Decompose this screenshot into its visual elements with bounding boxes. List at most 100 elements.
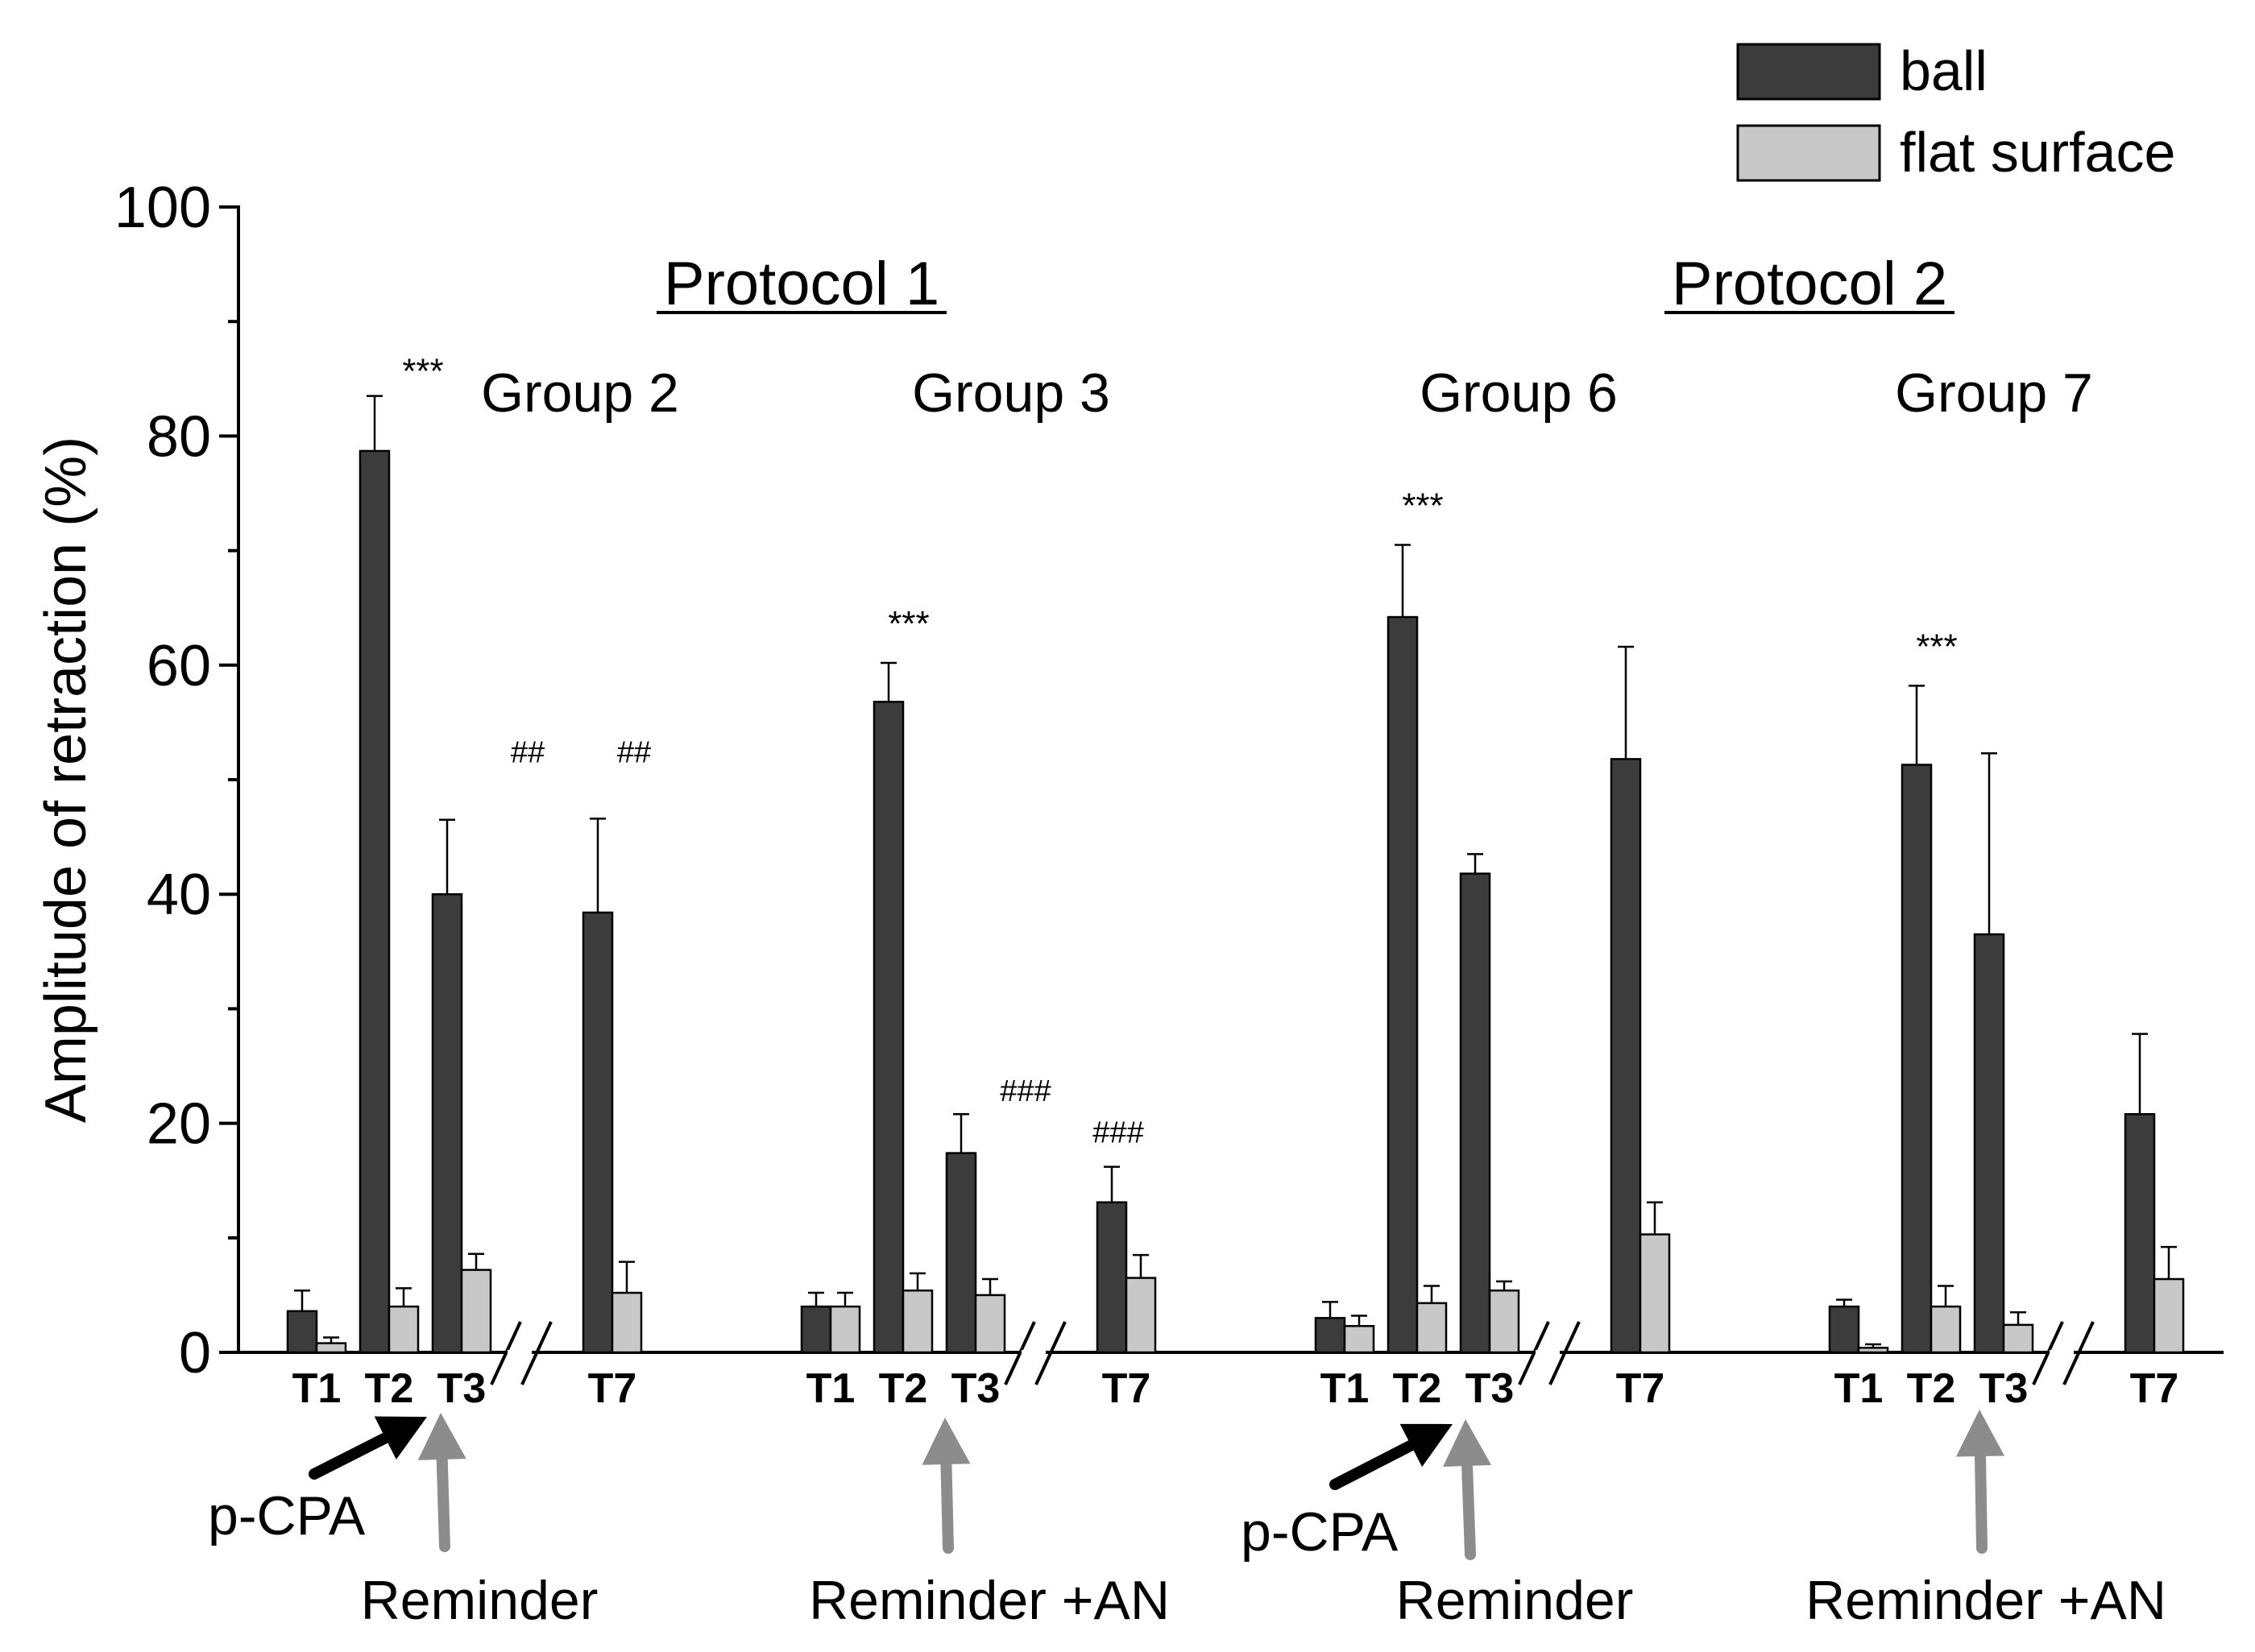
bar-flat-group3-t3 (974, 1294, 1006, 1354)
bar-ball-group6-t1 (1314, 1317, 1346, 1354)
x-tick-label: T2 (1907, 1365, 1956, 1412)
x-tick-label: T7 (588, 1365, 637, 1412)
group-label: Group 7 (1895, 362, 2093, 424)
bar-flat-group7-t1 (1857, 1347, 1889, 1354)
axis-break-mark (1548, 1321, 1581, 1385)
bar-ball-group7-t7 (2124, 1112, 2156, 1354)
axis-break-mark (1518, 1321, 1550, 1385)
bar-flat-group3-t1 (829, 1305, 861, 1354)
x-tick-label: T7 (1102, 1365, 1151, 1412)
axis-break-gap (1536, 1350, 1560, 1355)
bar-ball-group3-t1 (800, 1305, 832, 1354)
y-tick-label: 80 (147, 404, 211, 469)
y-tick-label: 100 (114, 176, 211, 240)
hash-marker: ## (511, 736, 545, 770)
reminder-an-arrow-shaft (1975, 1450, 1988, 1554)
bar-ball-group7-t1 (1828, 1305, 1860, 1354)
y-tick-label: 60 (147, 634, 211, 698)
bar-flat-group6-t1 (1343, 1325, 1375, 1354)
bar-flat-group6-t3 (1488, 1289, 1520, 1354)
hash-marker: ### (1000, 1074, 1051, 1108)
bar-ball-group6-t7 (1610, 758, 1642, 1354)
annotation-label: Reminder (1396, 1570, 1634, 1631)
reminder-arrow-head (417, 1413, 466, 1460)
axis-break-gap (2050, 1350, 2074, 1355)
pcpa-arrow-shaft (1329, 1439, 1417, 1490)
axes: 0 20 40 60 80 100 Amplitude of retraction (%) (34, 176, 2224, 1385)
significance-stars: *** (402, 352, 443, 391)
bar-ball-group7-t3 (1973, 933, 2005, 1354)
y-tick-label: 40 (147, 863, 211, 927)
protocol-label: Protocol 1 (664, 250, 939, 318)
bar-flat-group6-t7 (1639, 1233, 1671, 1354)
bar-flat-group2-t2 (388, 1305, 420, 1354)
bar-ball-group3-t2 (873, 701, 905, 1354)
significance-stars: *** (888, 604, 929, 644)
y-axis-label: Amplitude of retraction (%) (34, 437, 98, 1123)
axis-break-gap (508, 1350, 532, 1355)
legend: ball flat surface (1736, 39, 2175, 184)
legend-swatch (1736, 43, 1881, 101)
axis-break-mark (520, 1321, 553, 1385)
pcpa-arrow-head (374, 1416, 427, 1459)
hash-marker: ### (1092, 1116, 1143, 1150)
annotation-label: p-CPA (208, 1485, 366, 1546)
reminder-an-arrow-head (922, 1418, 971, 1465)
bar-ball-group6-t2 (1387, 615, 1419, 1354)
bars (286, 395, 2185, 1354)
y-tick-label: 0 (179, 1321, 211, 1385)
bar-ball-group2-t2 (359, 449, 391, 1354)
group-label: Group 3 (912, 362, 1110, 424)
x-tick-label: T2 (879, 1365, 928, 1412)
annotation-label: Reminder (361, 1570, 599, 1631)
annotation-label: p-CPA (1241, 1501, 1399, 1563)
legend-label: ball (1900, 39, 1988, 102)
bar-flat-group7-t2 (1930, 1305, 1962, 1354)
x-tick-label: T7 (1616, 1365, 1665, 1412)
legend-swatch (1736, 124, 1881, 182)
bar-flat-group3-t7 (1125, 1277, 1157, 1354)
significance-stars: *** (1916, 627, 1957, 666)
axis-break-mark (1004, 1321, 1036, 1385)
x-tick-label: T3 (1465, 1365, 1515, 1412)
annotation-label: Reminder +AN (1805, 1570, 2166, 1631)
bar-ball-group2-t1 (286, 1310, 318, 1354)
bar-flat-group7-t7 (2153, 1277, 2185, 1354)
x-tick-label: T2 (1393, 1365, 1442, 1412)
x-tick-label: T3 (437, 1365, 487, 1412)
group-label: Group 2 (481, 362, 679, 424)
x-tick-label: T2 (365, 1365, 414, 1412)
reminder-arrow-shaft (1461, 1459, 1476, 1560)
hash-marker: ## (617, 736, 651, 770)
annotation-label: Reminder +AN (809, 1570, 1170, 1631)
group-label: Group 6 (1420, 362, 1618, 424)
pcpa-arrow-head (1399, 1423, 1453, 1468)
bar-ball-group3-t7 (1096, 1201, 1128, 1354)
bar-flat-group2-t7 (611, 1291, 643, 1354)
x-tick-label: T3 (951, 1365, 1001, 1412)
axis-break-mark (1034, 1321, 1067, 1385)
x-tick-label: T1 (292, 1365, 342, 1412)
reminder-an-arrow-shaft (940, 1458, 954, 1554)
axis-break-mark (2032, 1321, 2064, 1385)
bar-ball-group7-t2 (1901, 764, 1933, 1354)
pcpa-arrow-shaft (309, 1432, 392, 1480)
labels: T1 T2 *** T3 ## T7 ## Group 2 T1 T2 *** T3 ### T7 ### G… (292, 250, 2179, 1412)
bar-flat-group2-t1 (315, 1342, 347, 1354)
reminder-arrow-shaft (436, 1453, 450, 1552)
reminder-arrow-head (1443, 1419, 1492, 1468)
bar-flat-group2-t3 (460, 1269, 492, 1354)
x-tick-label: T1 (1834, 1365, 1884, 1412)
bar-ball-group2-t7 (582, 911, 614, 1354)
axis-break-mark (2062, 1321, 2095, 1385)
bar-ball-group2-t3 (431, 892, 463, 1354)
legend-label: flat surface (1900, 121, 2175, 184)
bar-flat-group3-t2 (902, 1289, 934, 1354)
bar-flat-group7-t3 (2002, 1323, 2034, 1354)
x-tick-label: T1 (806, 1365, 856, 1412)
y-tick-label: 20 (147, 1092, 211, 1157)
annotations: p-CPA Reminder Reminder +AN p-CPA Reminder Re… (208, 1410, 2166, 1631)
x-tick-label: T7 (2130, 1365, 2179, 1412)
significance-stars: *** (1402, 486, 1443, 525)
